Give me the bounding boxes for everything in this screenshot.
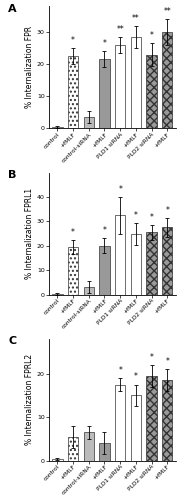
Text: A: A	[8, 4, 17, 14]
Text: *: *	[134, 372, 138, 382]
Bar	[115, 384, 125, 460]
Text: *: *	[134, 210, 138, 220]
Bar	[68, 437, 78, 460]
Text: **: **	[116, 25, 124, 34]
Text: *: *	[118, 185, 122, 194]
Text: **: **	[163, 7, 171, 16]
Text: C: C	[8, 336, 16, 346]
Text: *: *	[103, 40, 106, 48]
Bar	[52, 127, 62, 128]
Text: *: *	[150, 32, 154, 40]
Bar	[84, 432, 94, 460]
Bar	[84, 287, 94, 294]
Bar	[131, 37, 141, 128]
Bar	[146, 54, 157, 128]
Text: *: *	[71, 228, 75, 236]
Bar	[99, 444, 110, 460]
Bar	[84, 117, 94, 128]
Bar	[162, 32, 172, 128]
Bar	[115, 216, 125, 294]
Bar	[131, 234, 141, 294]
Text: *: *	[165, 206, 169, 214]
Text: B: B	[8, 170, 17, 180]
Y-axis label: % Internalization FPRL1: % Internalization FPRL1	[25, 188, 34, 279]
Y-axis label: % Internalization FPRL2: % Internalization FPRL2	[25, 354, 34, 446]
Text: *: *	[118, 366, 122, 375]
Bar	[68, 247, 78, 294]
Bar	[146, 232, 157, 294]
Text: *: *	[165, 358, 169, 366]
Text: **: **	[132, 14, 140, 22]
Y-axis label: % Internalization FPR: % Internalization FPR	[25, 26, 34, 108]
Text: *: *	[103, 226, 106, 235]
Text: *: *	[71, 36, 75, 45]
Bar	[162, 228, 172, 294]
Bar	[115, 45, 125, 128]
Bar	[146, 376, 157, 460]
Text: *: *	[150, 213, 154, 222]
Bar	[68, 56, 78, 128]
Bar	[52, 459, 62, 460]
Bar	[131, 396, 141, 460]
Text: *: *	[150, 353, 154, 362]
Bar	[99, 60, 110, 128]
Bar	[162, 380, 172, 460]
Bar	[99, 246, 110, 294]
